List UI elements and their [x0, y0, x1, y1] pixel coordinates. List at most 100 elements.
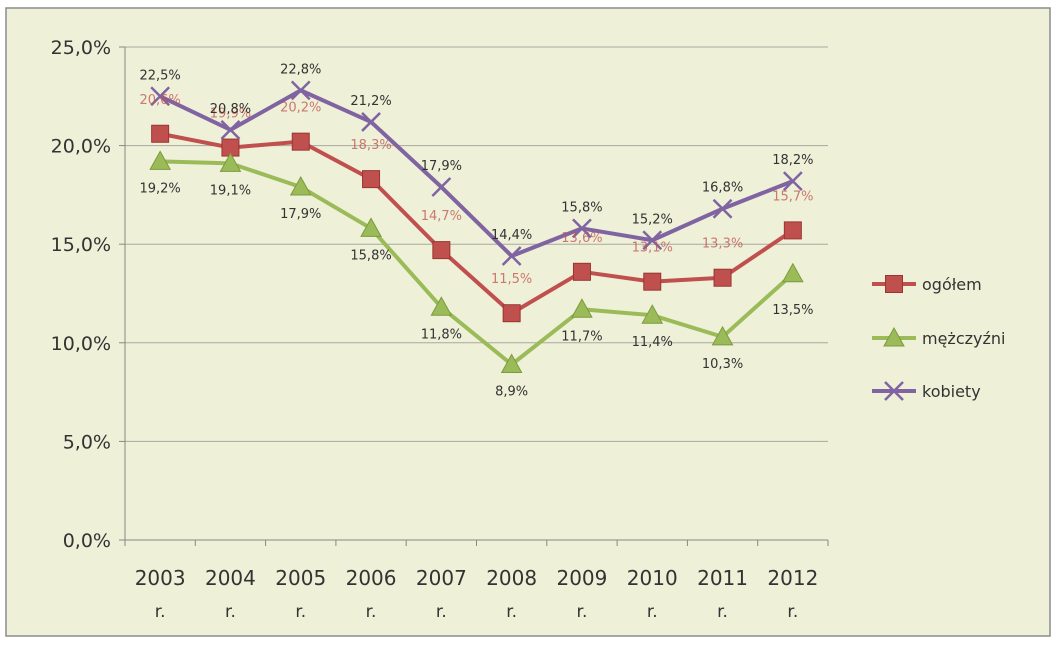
data-label: 14,7% — [421, 209, 462, 224]
data-label: 20,2% — [280, 101, 321, 116]
data-label: 19,1% — [210, 183, 251, 198]
x-tick-label: 2007 — [416, 566, 467, 590]
series-line — [160, 159, 795, 367]
data-point — [362, 170, 381, 189]
data-label: 17,9% — [280, 207, 321, 222]
x-tick-label-suffix: r. — [436, 602, 447, 622]
legend-entry: ogółem — [872, 275, 982, 294]
data-label: 20,6% — [139, 93, 180, 108]
data-label: 21,2% — [350, 94, 391, 109]
data-label: 11,7% — [561, 329, 602, 344]
series-line — [159, 131, 794, 316]
x-tick-label-suffix: r. — [787, 602, 798, 622]
data-label: 11,5% — [491, 272, 532, 287]
legend: ogółem mężczyźni kobiety — [872, 275, 1005, 401]
x-tick-label-suffix: r. — [717, 602, 728, 622]
x-tick-label-suffix: r. — [577, 602, 588, 622]
grid-lines — [125, 46, 828, 442]
data-label: 18,3% — [350, 138, 391, 153]
data-point — [361, 112, 381, 132]
data-point — [431, 177, 452, 197]
data-point — [782, 171, 803, 191]
legend-label: ogółem — [922, 275, 982, 294]
data-point-stroke — [642, 230, 663, 251]
data-label: 10,3% — [702, 357, 743, 372]
data-point — [432, 241, 451, 260]
data-point — [360, 217, 382, 237]
data-point — [151, 124, 170, 143]
data-point — [572, 218, 592, 239]
data-point — [713, 268, 732, 287]
y-tick-label: 15,0% — [51, 234, 111, 256]
data-point — [885, 275, 903, 293]
data-label: 22,5% — [139, 68, 180, 83]
data-point-stroke — [782, 171, 803, 191]
data-point — [150, 86, 171, 107]
data-point-stroke — [361, 112, 381, 132]
data-point — [783, 221, 802, 240]
data-label: 20,8% — [210, 102, 251, 117]
data-point — [712, 198, 733, 219]
legend-entry: kobiety — [872, 381, 981, 401]
y-tick-label: 25,0% — [51, 37, 111, 59]
y-tick-label: 0,0% — [63, 530, 111, 552]
x-tick-label-suffix: r. — [366, 602, 377, 622]
data-point-stroke — [290, 80, 311, 101]
x-tick-label-suffix: r. — [225, 602, 236, 622]
data-point — [884, 381, 904, 401]
data-label: 13,3% — [702, 237, 743, 252]
series-line — [159, 88, 794, 259]
data-point — [643, 272, 662, 291]
data-label: 15,8% — [561, 200, 602, 215]
axes: 0,0% 5,0% 10,0% 15,0% 20,0% 25,0% 2003 r. 2004 r.… — [51, 37, 829, 622]
data-point — [500, 353, 523, 373]
data-point — [711, 325, 734, 346]
data-point-stroke — [572, 218, 592, 239]
data-point — [219, 152, 242, 172]
x-tick-label: 2006 — [346, 566, 397, 590]
legend-entry: mężczyźni — [872, 326, 1005, 348]
data-label: 19,2% — [139, 181, 180, 196]
x-tick-label-suffix: r. — [647, 602, 658, 622]
x-tick-label-suffix: r. — [155, 602, 166, 622]
series-1 — [151, 124, 802, 323]
data-label: 15,2% — [632, 212, 673, 227]
chart-area — [5, 7, 1051, 637]
data-point — [642, 230, 663, 251]
data-label: 13,6% — [561, 231, 602, 246]
data-point-stroke — [220, 119, 241, 140]
series-layer — [149, 80, 804, 373]
data-label: 15,7% — [772, 189, 813, 204]
data-point — [289, 175, 312, 196]
x-tick-label: 2004 — [205, 566, 256, 590]
x-tick-label: 2009 — [556, 566, 607, 590]
data-label: 8,9% — [495, 384, 528, 399]
x-tick-label: 2010 — [627, 566, 678, 590]
series-3 — [150, 80, 803, 266]
data-point-stroke — [884, 381, 904, 401]
legend-label: kobiety — [922, 382, 981, 401]
data-point — [291, 132, 310, 151]
data-point — [571, 298, 593, 318]
data-label: 11,4% — [632, 335, 673, 350]
data-label: 19,9% — [210, 107, 251, 122]
x-tick-label: 2003 — [135, 566, 186, 590]
series-2 — [149, 150, 804, 373]
y-tick-label: 20,0% — [51, 136, 111, 158]
data-label: 16,8% — [702, 181, 743, 196]
data-labels: 20,6% 19,9% 20,2% 18,3% 14,7% 11,5% 13,6% 13,1%… — [139, 62, 813, 399]
x-tick-label-suffix: r. — [295, 602, 306, 622]
data-label: 17,9% — [421, 159, 462, 174]
data-point — [572, 262, 591, 281]
y-tick-label: 10,0% — [51, 333, 111, 355]
data-point — [883, 326, 905, 347]
data-point — [782, 262, 804, 283]
data-point-stroke — [712, 198, 733, 219]
data-point-stroke — [431, 177, 452, 197]
x-tick-label: 2005 — [275, 566, 326, 590]
data-label: 22,8% — [280, 62, 321, 77]
data-point — [502, 304, 521, 323]
data-label: 11,8% — [421, 327, 462, 342]
